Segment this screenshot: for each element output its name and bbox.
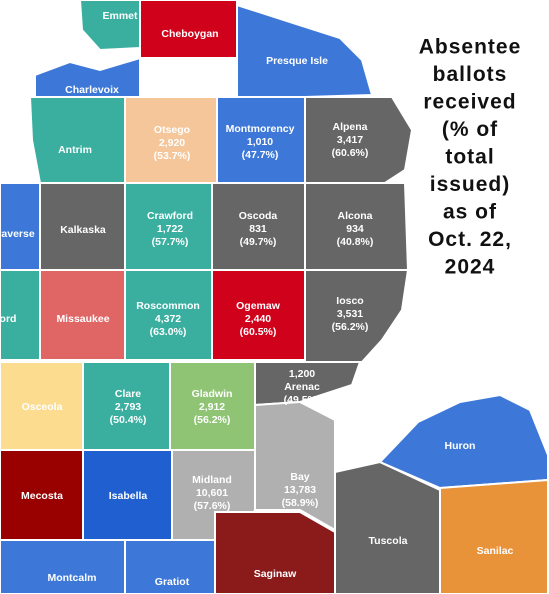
county-name: Saginaw (254, 568, 297, 580)
county-ballots: 934 (346, 223, 364, 235)
county-ballots: 13,783 (284, 484, 316, 496)
county-share: (63.0%) (150, 326, 187, 338)
county-share: (57.6%) (194, 500, 231, 512)
county (439, 478, 549, 594)
county (124, 539, 216, 594)
county-name: Cheboygan (161, 28, 218, 40)
county (0, 182, 41, 271)
county-share: (49.7%) (240, 236, 277, 248)
county-share: (40.8%) (337, 236, 374, 248)
county-share: (58.9%) (282, 497, 319, 509)
county-name: Huron (445, 440, 476, 452)
county-ballots: 2,920 (159, 137, 185, 149)
county-name: Charlevoix (65, 84, 119, 96)
county-name: Otsego (154, 124, 190, 136)
county-name: Ogemaw (236, 300, 281, 312)
county-name: Antrim (58, 144, 92, 156)
county-ballots: 1,722 (157, 223, 183, 235)
county-ballots: 1,010 (247, 136, 273, 148)
county-name: Mecosta (21, 490, 63, 502)
county-share: (60.5%) (240, 326, 277, 338)
county-name: Montmorency (226, 123, 295, 135)
county-share: (57.7%) (152, 236, 189, 248)
county-ballots: 3,417 (337, 134, 363, 146)
county-name: Oscoda (239, 210, 278, 222)
county-ballots: 2,912 (199, 401, 225, 413)
title-line: issued) (430, 173, 511, 196)
title-line: 2024 (445, 256, 496, 279)
county-share: (49.5%) (284, 394, 321, 406)
title-line: Oct. 22, (428, 228, 512, 251)
county-name: Missaukee (56, 313, 109, 325)
county-name: Kalkaska (60, 224, 106, 236)
county-name: Alpena (332, 121, 367, 133)
county-name: Gratiot (155, 576, 190, 588)
county-name: Osceola (22, 401, 63, 413)
county (254, 400, 336, 532)
county-name: Sanilac (477, 545, 514, 557)
county-name: Isabella (109, 490, 148, 502)
county-name: Crawford (147, 210, 193, 222)
county-share: (53.7%) (154, 150, 191, 162)
label-layer: Emmet Cheboygan Presque Isle Charlevoix Antr… (0, 10, 514, 588)
county-ballots: 4,372 (155, 313, 181, 325)
county (214, 511, 336, 594)
county-name: Montcalm (47, 572, 96, 584)
county-share: (47.7%) (242, 149, 279, 161)
county (0, 539, 126, 594)
county-name: Gladwin (192, 388, 233, 400)
county (28, 96, 126, 184)
county-share: (56.2%) (194, 414, 231, 426)
county (236, 3, 374, 98)
county-name: Iosco (336, 295, 363, 307)
title-line: received (423, 91, 516, 114)
county-ballots: 10,601 (196, 487, 228, 499)
county-share: (60.6%) (332, 147, 369, 159)
title-line: (% of (442, 118, 498, 141)
county-ballots: 831 (249, 223, 267, 235)
title-line: as of (443, 201, 497, 224)
county-name: Clare (115, 388, 141, 400)
county-name: ord (0, 313, 16, 325)
county-name: Emmet (102, 10, 138, 22)
county-share: (56.2%) (332, 321, 369, 333)
county-ballots: 2,440 (245, 313, 271, 325)
county-share: (50.4%) (110, 414, 147, 426)
county-ballots: 2,793 (115, 401, 141, 413)
title-line: ballots (433, 63, 508, 86)
county-ballots: 3,531 (337, 308, 363, 320)
county-name: Roscommon (136, 300, 200, 312)
county (78, 0, 141, 52)
title-line: Absentee (419, 36, 522, 59)
county-name: Bay (290, 471, 309, 483)
county-name: Midland (192, 474, 232, 486)
county-name: Arenac (284, 381, 320, 393)
county-name: raverse (0, 228, 35, 240)
title-line: total (445, 146, 494, 169)
county-name: Presque Isle (266, 55, 328, 67)
title-block: Absentee ballots received (% of total issued)… (419, 36, 522, 279)
county-ballots: 1,200 (289, 368, 315, 380)
county-name: Tuscola (369, 535, 408, 547)
county (254, 361, 362, 407)
county-name: Alcona (337, 210, 372, 222)
